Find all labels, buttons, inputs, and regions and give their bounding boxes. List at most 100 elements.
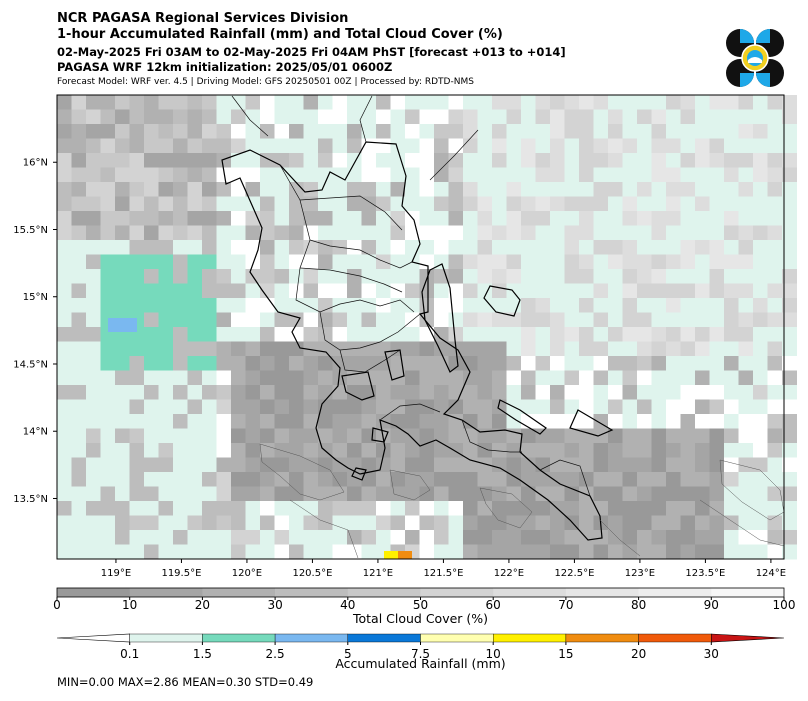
grid-cell [492, 240, 507, 255]
grid-cell [100, 153, 116, 168]
grid-cell [260, 341, 275, 357]
grid-cell [115, 283, 130, 299]
grid-cell [173, 327, 188, 342]
grid-cell [245, 153, 261, 168]
grid-cell [709, 225, 725, 241]
grid-cell [651, 312, 667, 328]
grid-cell [622, 124, 638, 139]
grid-cell [71, 95, 87, 110]
grid-cell [289, 138, 304, 154]
grid-cell [477, 530, 493, 545]
grid-cell [564, 385, 580, 400]
grid-cell [622, 269, 638, 284]
grid-cell [187, 211, 203, 226]
grid-cell [593, 399, 609, 415]
grid-cell [593, 124, 609, 139]
grid-cell [651, 124, 667, 139]
grid-cell [231, 443, 246, 458]
grid-cell [622, 428, 638, 444]
grid-cell [57, 138, 72, 154]
grid-cell [231, 370, 246, 386]
grid-cell [144, 385, 159, 400]
grid-cell [550, 211, 565, 226]
grid-cell [593, 544, 609, 560]
grid-cell [637, 486, 652, 502]
grid-cell [622, 298, 638, 313]
grid-cell [651, 399, 667, 415]
grid-cell [434, 167, 449, 183]
grid-cell [173, 385, 188, 400]
grid-cell [521, 95, 536, 110]
grid-cell [709, 153, 725, 168]
grid-cell [434, 385, 449, 400]
grid-cell [303, 254, 319, 270]
grid-cell [608, 269, 623, 284]
grid-cell [361, 211, 377, 226]
grid-cell [361, 356, 377, 371]
grid-cell [260, 95, 275, 110]
grid-cell [347, 225, 362, 241]
grid-cell [115, 138, 130, 154]
grid-cell [86, 298, 101, 313]
grid-cell [57, 472, 72, 487]
cloud-tick-label: 0 [53, 598, 61, 612]
cloud-swatch [638, 588, 712, 597]
grid-cell [57, 196, 72, 212]
grid-cell [622, 443, 638, 458]
lat-tick-label: 14.5°N [13, 359, 48, 370]
grid-cell [477, 167, 493, 183]
grid-cell [492, 312, 507, 328]
grid-cell [753, 370, 768, 386]
grid-cell [448, 138, 464, 154]
grid-cell [274, 530, 290, 545]
grid-cell [550, 457, 565, 473]
grid-cell [637, 167, 652, 183]
cloud-tick-label: 20 [195, 598, 210, 612]
grid-cell [738, 240, 754, 255]
grid-cell [86, 530, 101, 545]
grid-cell [608, 457, 623, 473]
grid-cell [158, 153, 174, 168]
grid-cell [187, 240, 203, 255]
grid-cell [506, 269, 522, 284]
grid-cell [550, 356, 565, 371]
grid-cell [637, 109, 652, 125]
grid-cell [231, 501, 246, 516]
grid-cell [782, 109, 797, 125]
grid-cell [492, 327, 507, 342]
grid-cell [260, 457, 275, 473]
grid-cell [173, 312, 188, 328]
grid-cell [332, 486, 348, 502]
grid-cell [550, 544, 565, 560]
grid-cell [361, 341, 377, 357]
rain-cell-yellow [384, 551, 398, 559]
grid-cell [303, 269, 319, 284]
grid-cell [289, 95, 304, 110]
grid-cell [115, 399, 130, 415]
grid-cell [289, 515, 304, 531]
grid-cell [216, 312, 232, 328]
grid-cell [289, 341, 304, 357]
grid-cell [753, 341, 768, 357]
grid-cell [463, 327, 478, 342]
grid-cell [71, 196, 87, 212]
grid-cell [680, 167, 696, 183]
grid-cell [129, 443, 145, 458]
grid-cell [216, 254, 232, 270]
grid-cell [506, 124, 522, 139]
grid-cell [303, 211, 319, 226]
grid-cell [71, 225, 87, 241]
grid-cell [332, 501, 348, 516]
grid-cell [129, 385, 145, 400]
grid-cell [390, 211, 406, 226]
grid-cell [361, 472, 377, 487]
grid-cell [637, 240, 652, 255]
grid-cell [361, 515, 377, 531]
grid-cell [390, 138, 406, 154]
grid-cell [753, 327, 768, 342]
grid-cell [202, 182, 217, 197]
grid-cell [216, 283, 232, 299]
grid-cell [57, 428, 72, 444]
grid-cell [405, 428, 420, 444]
grid-cell [86, 283, 101, 299]
